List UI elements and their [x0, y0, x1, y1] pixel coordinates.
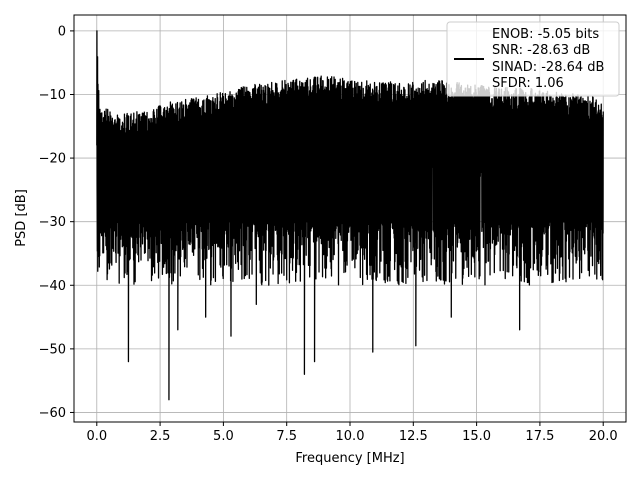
psd-trace-group [96, 30, 604, 401]
x-tick-label: 20.0 [589, 429, 618, 444]
x-axis-label: Frequency [MHz] [295, 451, 404, 466]
y-tick-label: −10 [39, 88, 66, 103]
legend-box [446, 21, 620, 97]
legend-sfdr: SFDR: 1.06 [492, 76, 564, 91]
x-tick-label: 17.5 [525, 429, 554, 444]
y-tick-label: −40 [39, 279, 66, 294]
x-tick-label: 2.5 [150, 429, 171, 444]
x-tick-label: 15.0 [462, 429, 491, 444]
x-tick-label: 5.0 [213, 429, 234, 444]
x-tick-label: 10.0 [336, 429, 365, 444]
y-tick-label: −30 [39, 215, 66, 230]
legend-enob: ENOB: -5.05 bits [492, 27, 599, 42]
x-tick-label: 12.5 [399, 429, 428, 444]
legend: ENOB: -5.05 bits SNR: -28.63 dB SINAD: -… [446, 21, 620, 97]
legend-snr: SNR: -28.63 dB [492, 43, 590, 58]
y-tick-label: −20 [39, 152, 66, 167]
x-tick-label: 0.0 [86, 429, 107, 444]
y-tick-label: −60 [39, 406, 66, 421]
y-tick-label: −50 [39, 342, 66, 357]
psd-trace-line [96, 30, 604, 401]
x-tick-label: 7.5 [276, 429, 297, 444]
y-tick-label: 0 [58, 24, 66, 39]
legend-sinad: SINAD: -28.64 dB [492, 60, 604, 75]
ticks: 0.0 2.5 5.0 7.5 10.0 12.5 15.0 17.5 20.0 0 −10 −20 −… [39, 24, 618, 444]
y-axis-label: PSD [dB] [14, 189, 29, 247]
